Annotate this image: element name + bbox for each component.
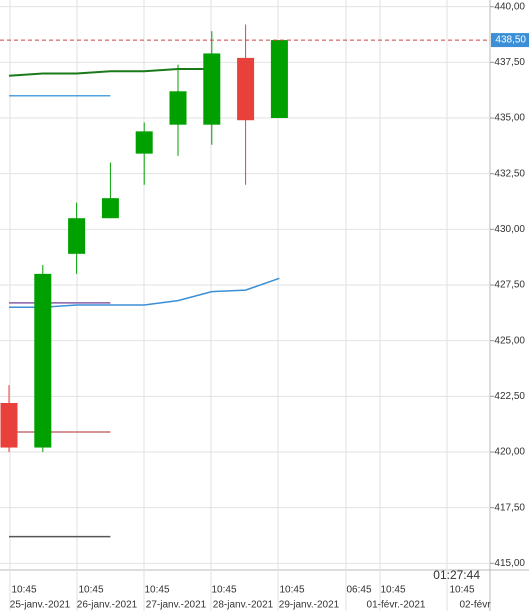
last-price-box [491,33,529,48]
candle-body [203,53,221,125]
x-time-label: 10:45 [211,585,236,596]
y-tick-label: 440,00 [494,1,525,12]
y-tick-label: 432,50 [494,168,525,179]
y-tick-label: 427,50 [494,280,525,291]
x-time-label: 10:45 [380,585,405,596]
x-date-label: 29-janv.-2021 [279,600,340,611]
y-tick-label: 415,00 [494,558,525,569]
candle-body [34,273,52,448]
y-tick-label: 437,50 [494,57,525,68]
y-tick-label: 417,50 [494,502,525,513]
last-price-label: 438,50 [495,35,526,46]
candle-body [237,57,255,121]
candle-body [270,40,288,119]
x-date-label: 25-janv.-2021 [10,600,71,611]
x-date-label: 26-janv.-2021 [77,600,138,611]
x-time-label: 10:45 [279,585,304,596]
x-time-label: 10:45 [449,585,474,596]
candle-body [68,218,86,254]
y-tick-label: 422,50 [494,391,525,402]
x-date-label: 28-janv.-2021 [213,600,274,611]
y-tick-label: 425,00 [494,335,525,346]
y-tick-label: 430,00 [494,224,525,235]
candle-body [135,131,153,154]
x-date-label: 01-févr.-2021 [367,600,426,611]
clock: 01:27:44 [433,568,480,582]
x-time-label: 10:45 [11,585,36,596]
x-date-label: 02-févr [459,600,491,611]
x-time-label: 10:45 [144,585,169,596]
x-date-label: 27-janv.-2021 [146,600,207,611]
candle-body [101,198,119,219]
y-tick-label: 435,00 [494,113,525,124]
y-tick-label: 420,00 [494,447,525,458]
overlay-line [9,277,280,309]
x-time-label: 10:45 [78,585,103,596]
candle-body [0,403,18,448]
x-time-label: 06:45 [346,585,371,596]
candle-body [169,91,187,125]
